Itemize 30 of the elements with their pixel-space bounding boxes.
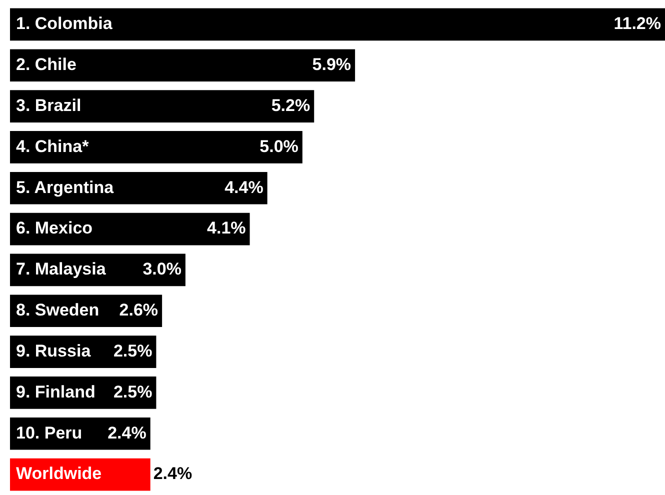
y-tick-label: 7. Malaysia [16,260,106,279]
y-tick-label: 5. Argentina [16,178,114,197]
bar [10,131,302,164]
data-label: 5.9% [312,55,352,74]
data-label: 2.4% [108,423,146,442]
data-label: 2.4% [153,464,192,484]
bar [10,172,268,204]
bar [10,8,665,41]
y-tick-label: 8. Sweden [16,300,100,320]
data-label: 4.1% [207,218,246,238]
y-tick-label: 1. Colombia [16,14,113,34]
data-label: 2.5% [113,382,152,402]
data-label: 2.5% [113,341,152,360]
data-label: 11.2% [614,14,661,34]
y-tick-label: 4. China* [16,136,90,156]
data-label: 5.2% [271,96,310,115]
data-label: 2.6% [119,300,158,320]
y-tick-label: 2. Chile [16,55,76,74]
y-tick-label: 10. Peru [16,423,82,442]
data-label: 5.0% [260,136,298,156]
data-label: 4.4% [224,178,264,197]
bar [10,49,356,82]
y-tick-label: Worldwide [16,464,102,484]
bar [10,212,250,246]
y-tick-label: 6. Mexico [16,218,93,238]
y-tick-label: 9. Russia [16,341,92,360]
y-tick-label: 3. Brazil [16,96,82,115]
y-tick-label: 9. Finland [16,382,96,402]
data-label: 3.0% [142,260,182,279]
bar [10,90,314,122]
